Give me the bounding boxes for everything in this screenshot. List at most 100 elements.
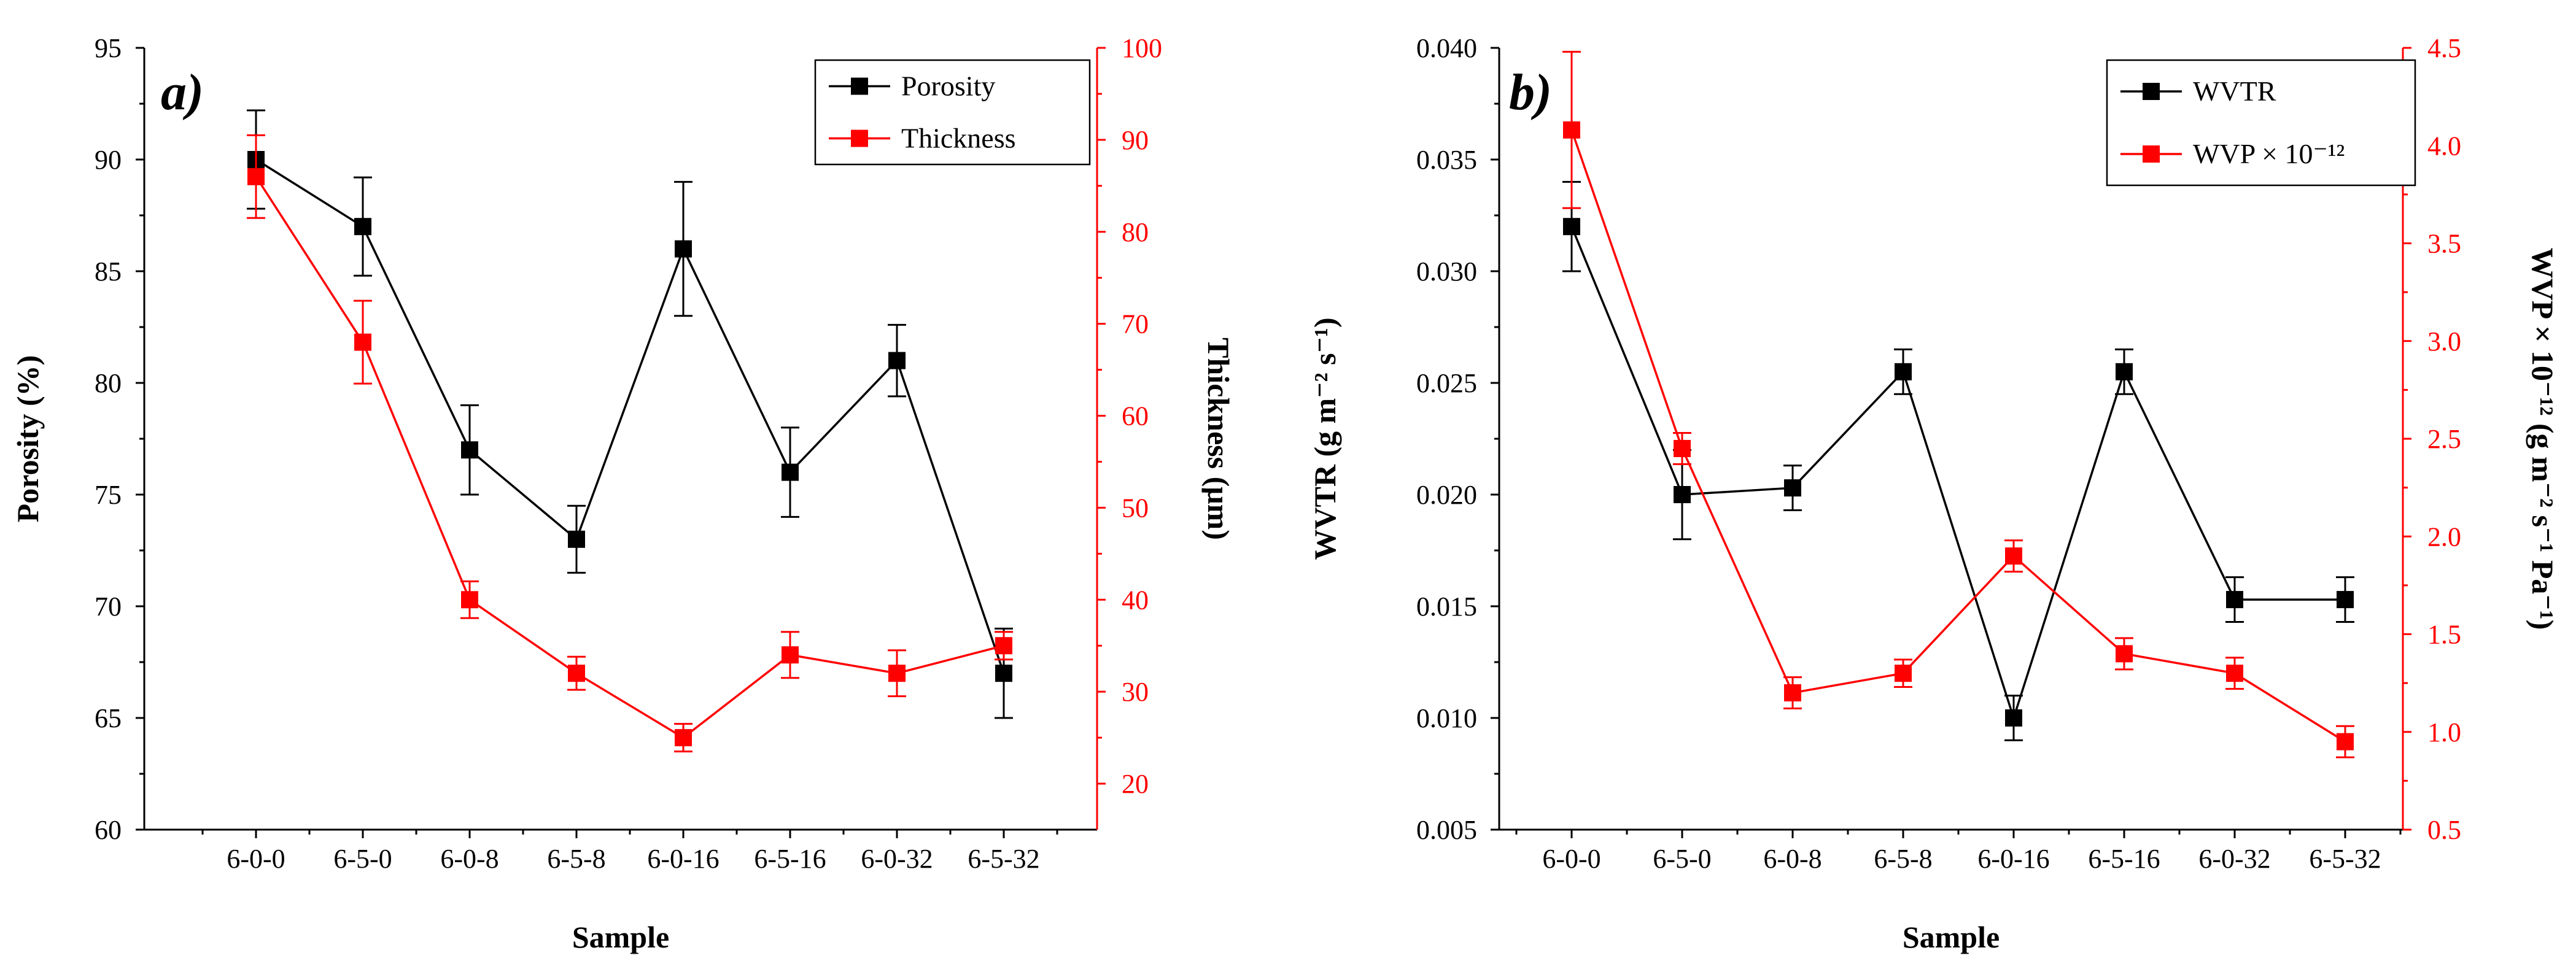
data-point	[1895, 665, 1912, 682]
data-point	[2116, 363, 2133, 380]
left-y-tick-label: 0.025	[1416, 368, 1477, 398]
legend-marker	[851, 129, 868, 147]
x-tick-label: 6-5-16	[754, 844, 826, 874]
data-point	[354, 218, 371, 236]
left-y-tick-label: 0.040	[1416, 33, 1477, 63]
left-y-tick-label: 80	[95, 368, 122, 398]
right-y-axis-title: Thickness (μm)	[1201, 338, 1236, 540]
data-point	[247, 168, 265, 185]
data-point	[995, 637, 1012, 655]
data-point	[888, 665, 906, 682]
right-y-tick-label: 4.5	[2427, 33, 2461, 63]
x-tick-label: 6-5-8	[547, 844, 605, 874]
left-y-tick-label: 0.035	[1416, 145, 1477, 175]
x-tick-label: 6-5-0	[333, 844, 392, 874]
data-point	[2005, 709, 2022, 727]
data-point	[1563, 218, 1580, 236]
data-point	[1674, 439, 1691, 457]
right-y-tick-label: 4.0	[2427, 131, 2461, 161]
x-tick-label: 6-0-8	[1763, 844, 1821, 874]
legend: WVTR WVP × 10⁻¹²	[2106, 59, 2416, 187]
x-tick-label: 6-5-0	[1653, 844, 1711, 874]
chart-panel-1: 60 65 70 75 80 85 90 95 20 30 40 50 60 70 80 90 100 6-0-0…	[10, 33, 1236, 954]
right-y-tick-label: 20	[1122, 769, 1149, 799]
x-tick-label: 6-0-16	[1977, 844, 2049, 874]
left-y-tick-label: 0.030	[1416, 256, 1477, 287]
data-point	[461, 591, 478, 609]
data-point	[2116, 645, 2133, 663]
data-point	[1784, 684, 1801, 702]
x-tick-label: 6-0-0	[227, 844, 285, 874]
right-y-tick-label: 30	[1122, 677, 1149, 707]
x-tick-label: 6-0-32	[861, 844, 933, 874]
left-y-tick-label: 90	[95, 145, 122, 175]
x-axis-title: Sample	[1903, 920, 2000, 954]
data-point	[1674, 486, 1691, 503]
right-y-tick-label: 1.0	[2427, 717, 2461, 747]
x-tick-label: 6-5-32	[968, 844, 1039, 874]
right-y-tick-label: 3.5	[2427, 229, 2461, 259]
right-y-tick-label: 60	[1122, 401, 1149, 431]
legend-label: Thickness	[901, 123, 1016, 154]
x-axis-title: Sample	[572, 920, 669, 954]
left-y-tick-label: 75	[95, 480, 122, 510]
left-y-tick-label: 95	[95, 33, 122, 63]
x-tick-label: 6-0-16	[647, 844, 719, 874]
left-y-tick-label: 70	[95, 592, 122, 622]
legend-marker	[2143, 145, 2160, 163]
left-y-axis-title: WVTR (g m⁻² s⁻¹)	[1308, 317, 1342, 560]
legend-label: WVP × 10⁻¹²	[2193, 138, 2345, 169]
right-y-tick-label: 100	[1122, 33, 1162, 63]
x-tick-label: 6-5-8	[1874, 844, 1932, 874]
legend: Porosity Thickness	[814, 59, 1091, 166]
right-y-tick-label: 40	[1122, 585, 1149, 615]
series-WVP × 10⁻¹²	[1562, 50, 2354, 758]
right-y-tick-label: 0.5	[2427, 815, 2461, 845]
left-y-tick-label: 65	[95, 703, 122, 733]
data-point	[461, 441, 478, 459]
data-point	[2337, 591, 2354, 609]
left-y-tick-label: 60	[95, 815, 122, 845]
series-line	[255, 158, 1005, 674]
legend-label: WVTR	[2193, 75, 2276, 107]
right-y-tick-label: 80	[1122, 217, 1149, 247]
data-point	[995, 665, 1012, 682]
legend-box	[814, 59, 1091, 166]
legend-marker	[851, 77, 868, 95]
series-line	[255, 176, 1004, 739]
data-point	[782, 463, 799, 481]
left-y-tick-label: 0.015	[1416, 592, 1477, 622]
data-point	[2226, 591, 2243, 609]
series-Porosity	[247, 109, 1013, 719]
data-point	[2226, 665, 2243, 682]
x-tick-label: 6-0-8	[440, 844, 499, 874]
left-y-tick-label: 0.005	[1416, 815, 1477, 845]
data-point	[782, 646, 799, 664]
data-point	[2337, 733, 2354, 750]
panel-label: a)	[161, 64, 204, 121]
left-y-tick-label: 85	[95, 256, 122, 287]
series-line	[1570, 226, 2345, 722]
series-Thickness	[247, 134, 1013, 753]
left-y-tick-label: 0.010	[1416, 703, 1477, 733]
x-tick-label: 6-5-32	[2309, 844, 2381, 874]
data-point	[888, 352, 906, 369]
x-tick-label: 6-5-16	[2088, 844, 2160, 874]
data-point	[675, 240, 692, 258]
data-point	[2005, 547, 2022, 565]
right-y-tick-label: 1.5	[2427, 620, 2461, 650]
x-tick-label: 6-0-32	[2198, 844, 2270, 874]
data-point	[1784, 479, 1801, 497]
right-y-tick-label: 50	[1122, 493, 1149, 523]
legend-label: Porosity	[901, 71, 995, 102]
right-y-axis-title: WVP × 10⁻¹² (g m⁻² s⁻¹ Pa⁻¹)	[2526, 248, 2560, 630]
legend-box	[2106, 59, 2416, 187]
panel-label: b)	[1509, 64, 1552, 121]
data-point	[568, 665, 585, 682]
data-point	[1563, 121, 1580, 139]
right-y-tick-label: 2.5	[2427, 424, 2461, 454]
right-y-tick-label: 2.0	[2427, 522, 2461, 552]
right-y-tick-label: 70	[1122, 309, 1149, 339]
left-y-axis-title: Porosity (%)	[10, 355, 45, 523]
